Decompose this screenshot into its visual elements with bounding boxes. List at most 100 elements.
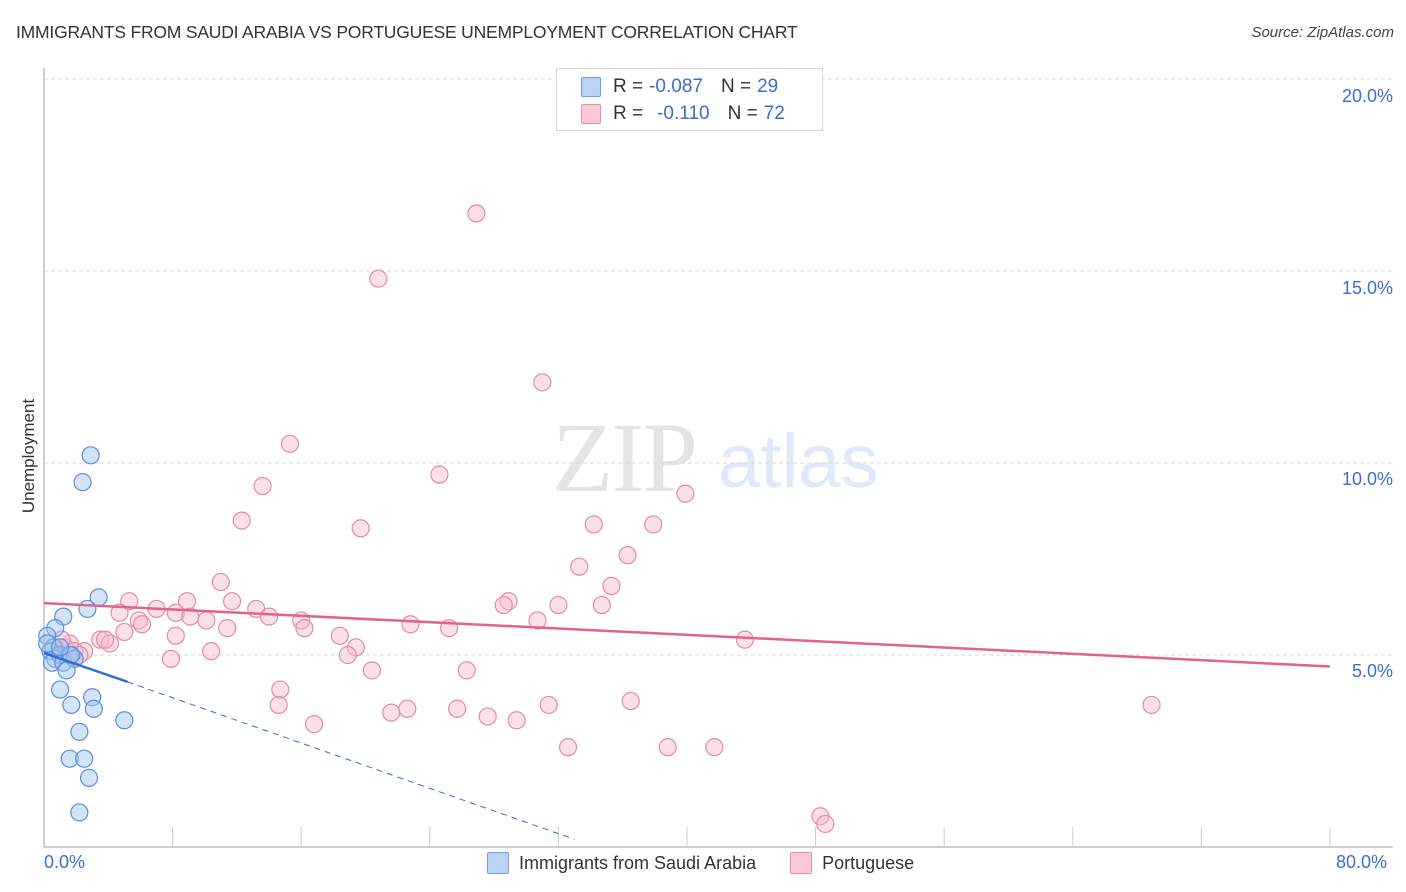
watermark-atlas: atlas: [718, 419, 879, 504]
x-tick-min: 0.0%: [44, 852, 86, 872]
data-point-saudi: [38, 626, 57, 645]
data-point-portuguese: [132, 615, 152, 634]
legend-n-label: N =: [727, 103, 758, 124]
data-point-portuguese: [528, 611, 547, 630]
legend-item-saudi[interactable]: Immigrants from Saudi Arabia: [487, 852, 756, 874]
y-tick-10: 10.0%: [1341, 469, 1393, 489]
trendline-saudi: [43, 651, 128, 684]
legend-n-label: N =: [720, 76, 752, 97]
data-point-portuguese: [110, 603, 129, 622]
data-point-saudi: [62, 695, 81, 715]
data-point-portuguese: [295, 619, 314, 638]
data-point-saudi: [83, 688, 102, 707]
data-point-portuguese: [271, 680, 290, 699]
data-point-portuguese: [398, 699, 417, 718]
data-point-portuguese: [507, 711, 526, 730]
data-point-portuguese: [222, 592, 242, 611]
legend-n-value: 29: [757, 76, 779, 97]
data-point-portuguese: [338, 645, 357, 665]
data-point-portuguese: [584, 515, 603, 534]
watermark-zip: ZIP: [552, 402, 698, 513]
y-axis-label: Unemployment: [19, 398, 38, 514]
data-point-portuguese: [253, 476, 272, 496]
data-point-saudi: [60, 749, 79, 768]
data-point-portuguese: [181, 607, 200, 626]
data-point-portuguese: [430, 465, 449, 484]
data-point-portuguese: [457, 661, 476, 680]
data-point-portuguese: [197, 611, 216, 630]
stats-legend: R = -0.087 N = 29 R = -0.110 N = 72: [556, 68, 823, 131]
data-point-saudi: [81, 446, 100, 465]
data-point-portuguese: [259, 607, 279, 626]
legend-n-value: 72: [763, 103, 785, 124]
x-tick-max: 80.0%: [1336, 852, 1388, 872]
data-point-portuguese: [369, 269, 388, 288]
data-point-saudi: [84, 699, 103, 718]
data-point-saudi: [75, 749, 94, 768]
data-point-portuguese: [218, 619, 237, 638]
data-point-saudi: [57, 661, 76, 680]
data-point-portuguese: [621, 691, 640, 711]
trendline-portuguese: [43, 601, 1331, 668]
legend-swatch-pink: [581, 104, 601, 124]
data-point-portuguese: [280, 434, 300, 453]
data-point-portuguese: [401, 615, 420, 634]
data-point-portuguese: [448, 699, 467, 718]
data-point-portuguese: [816, 814, 835, 834]
data-point-portuguese: [161, 649, 181, 668]
data-point-portuguese: [592, 595, 611, 615]
data-point-saudi: [50, 638, 70, 657]
data-point-saudi: [78, 599, 97, 619]
data-point-portuguese: [658, 738, 677, 757]
legend-row-saudi: R = -0.087 N = 29: [581, 75, 778, 99]
data-point-saudi: [115, 711, 134, 730]
source-credit: Source: ZipAtlas.com: [1251, 24, 1394, 41]
legend-r-value: -0.110: [657, 103, 710, 124]
data-point-portuguese: [351, 519, 370, 538]
data-point-portuguese: [362, 661, 382, 680]
data-point-portuguese: [705, 738, 724, 757]
legend-swatch-blue: [581, 77, 601, 97]
data-point-portuguese: [95, 630, 115, 649]
legend-item-portuguese[interactable]: Portuguese: [790, 852, 914, 874]
y-tick-5: 5.0%: [1351, 661, 1393, 681]
legend-r-label: R =: [613, 103, 644, 124]
chart-title: IMMIGRANTS FROM SAUDI ARABIA VS PORTUGUE…: [16, 22, 798, 42]
data-point-portuguese: [558, 738, 578, 757]
trendline-saudi-extension: [127, 681, 575, 840]
data-point-portuguese: [602, 576, 621, 595]
data-point-portuguese: [330, 626, 349, 645]
data-point-portuguese: [644, 515, 663, 534]
data-point-saudi: [73, 473, 92, 492]
legend-swatch-blue: [487, 852, 509, 874]
data-point-portuguese: [467, 204, 486, 223]
data-point-portuguese: [1142, 695, 1161, 715]
data-point-portuguese: [618, 546, 637, 565]
y-tick-20: 20.0%: [1341, 86, 1393, 106]
data-point-portuguese: [211, 572, 230, 592]
data-point-portuguese: [115, 622, 134, 642]
data-point-portuguese: [382, 703, 401, 722]
data-point-saudi: [50, 680, 70, 699]
legend-label-portuguese: Portuguese: [822, 852, 915, 873]
data-point-portuguese: [533, 373, 552, 392]
data-point-portuguese: [232, 511, 251, 530]
legend-r-value: -0.087: [649, 76, 703, 97]
legend-r-label: R =: [613, 76, 644, 97]
data-point-portuguese: [304, 715, 324, 734]
data-point-saudi: [70, 803, 89, 822]
data-point-portuguese: [539, 695, 558, 715]
series-legend: Immigrants from Saudi Arabia Portuguese: [487, 852, 948, 874]
legend-swatch-pink: [790, 852, 813, 874]
y-tick-15: 15.0%: [1341, 278, 1393, 298]
legend-row-portuguese: R = -0.110 N = 72: [581, 102, 785, 126]
data-point-portuguese: [494, 595, 513, 615]
data-point-portuguese: [269, 695, 288, 715]
data-point-portuguese: [676, 484, 695, 503]
data-point-portuguese: [549, 595, 568, 615]
data-point-portuguese: [166, 626, 185, 645]
data-point-portuguese: [478, 707, 497, 726]
data-point-portuguese: [202, 642, 221, 661]
data-point-portuguese: [735, 630, 754, 649]
